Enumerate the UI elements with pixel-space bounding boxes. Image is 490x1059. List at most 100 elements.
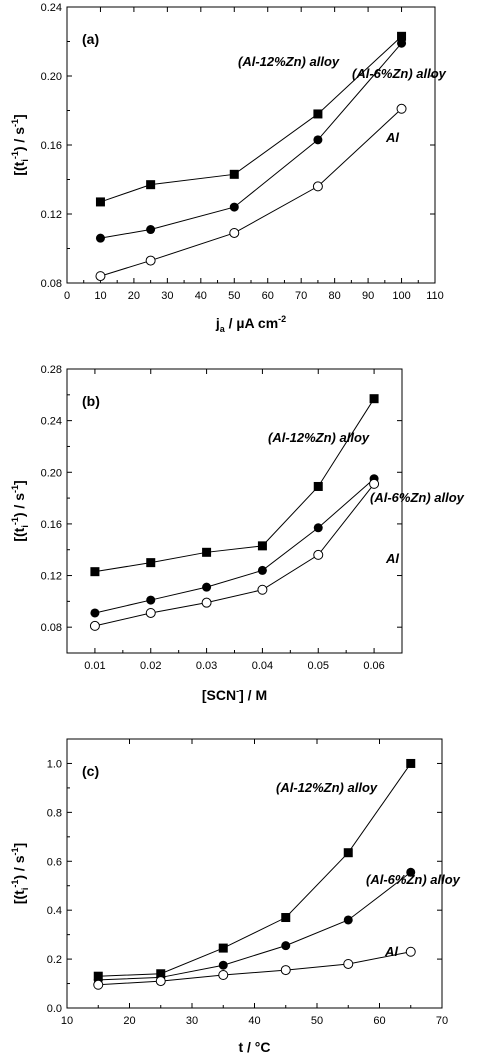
data-point-open-circle <box>313 549 324 560</box>
x-tick-label: 30 <box>161 290 173 302</box>
data-point-open-circle <box>343 958 354 969</box>
data-point-filled-circle <box>146 225 156 235</box>
series-label: (Al-6%Zn) alloy <box>370 490 465 505</box>
data-point-filled-circle <box>202 582 212 592</box>
x-tick-label: 10 <box>94 290 106 302</box>
x-tick-label: 110 <box>426 290 444 302</box>
data-point-open-circle <box>312 181 323 192</box>
data-point-filled-circle <box>90 608 100 618</box>
x-tick-label: 50 <box>311 1015 323 1027</box>
data-point-square <box>146 180 156 190</box>
series-line <box>98 763 412 977</box>
x-tick-label: 0.03 <box>196 660 217 672</box>
series-label: (Al-12%Zn) alloy <box>268 430 370 445</box>
data-point-square <box>95 197 105 207</box>
data-point-filled-circle <box>146 595 156 605</box>
panel-label: (b) <box>82 393 100 409</box>
data-point-square <box>343 848 353 858</box>
data-point-open-circle <box>218 969 229 980</box>
x-tick-label: 0.06 <box>363 660 384 672</box>
x-tick-label: 0.04 <box>252 660 273 672</box>
x-tick-label: 80 <box>329 290 341 302</box>
data-point-square <box>313 481 323 491</box>
data-point-filled-circle <box>343 915 353 925</box>
y-tick-label: 0.08 <box>41 622 62 634</box>
data-point-open-circle <box>405 946 416 957</box>
data-point-open-circle <box>201 597 212 608</box>
x-axis-title: ja / µA cm-2 <box>215 314 286 334</box>
y-tick-label: 0.12 <box>41 571 62 583</box>
data-point-filled-circle <box>406 867 416 877</box>
panel-label: (c) <box>82 763 99 779</box>
y-tick-label: 0.8 <box>47 807 62 819</box>
series-line <box>100 108 402 277</box>
x-tick-label: 20 <box>128 290 140 302</box>
data-point-filled-circle <box>218 960 228 970</box>
series-label: Al <box>384 944 398 959</box>
x-tick-label: 70 <box>295 290 307 302</box>
data-point-open-circle <box>95 271 106 282</box>
data-point-square <box>202 547 212 557</box>
y-tick-label: 1.0 <box>47 758 62 770</box>
data-point-open-circle <box>89 620 100 631</box>
y-tick-label: 0.12 <box>41 209 62 221</box>
data-point-open-circle <box>155 976 166 987</box>
data-point-open-circle <box>257 584 268 595</box>
chart-panel-c: 10 20 30 40 50 60 70 0.0 0.2 0.4 0.6 0.8 1.0 (Al-12%Z… <box>10 738 461 1055</box>
chart-panel-b: 0.01 0.02 0.03 0.04 0.05 0.06 0.08 0.12 0.16 0.20… <box>10 364 465 703</box>
x-tick-label: 0.01 <box>84 660 105 672</box>
data-point-square <box>257 541 267 551</box>
data-point-square <box>397 31 407 41</box>
plot-frame <box>66 368 403 654</box>
y-tick-label: 0.16 <box>41 519 62 531</box>
data-point-filled-circle <box>257 565 267 575</box>
data-point-filled-circle <box>281 941 291 951</box>
data-point-filled-circle <box>313 523 323 533</box>
y-tick-label: 0.24 <box>41 416 62 428</box>
x-tick-label: 10 <box>61 1015 73 1027</box>
panel-label: (a) <box>82 31 99 47</box>
y-tick-label: 0.28 <box>41 364 62 376</box>
x-tick-label: 30 <box>186 1015 198 1027</box>
data-point-open-circle <box>229 227 240 238</box>
series-label: Al <box>385 551 399 566</box>
series-line <box>94 478 375 614</box>
data-point-open-circle <box>93 979 104 990</box>
x-tick-label: 90 <box>362 290 374 302</box>
y-tick-label: 0.0 <box>47 1003 62 1015</box>
x-tick-label: 100 <box>392 290 410 302</box>
series-line <box>94 398 375 573</box>
data-point-square <box>406 758 416 768</box>
data-point-open-circle <box>396 103 407 114</box>
chart-panel-a: 0 10 20 30 40 50 60 70 80 90 100 110 0.08 0.12 0.16 0.2… <box>10 2 447 334</box>
y-tick-label: 0.4 <box>47 905 62 917</box>
plot-frame <box>66 6 436 284</box>
series-line <box>98 871 412 981</box>
data-point-square <box>369 394 379 404</box>
data-point-open-circle <box>280 965 291 976</box>
y-tick-label: 0.6 <box>47 856 62 868</box>
x-tick-label: 0.05 <box>308 660 329 672</box>
x-tick-label: 20 <box>123 1015 135 1027</box>
x-tick-label: 40 <box>195 290 207 302</box>
series-label: (Al-6%Zn) alloy <box>366 872 461 887</box>
data-point-filled-circle <box>313 135 323 145</box>
y-axis-title: [(ti-1) / s-1] <box>10 480 30 541</box>
data-point-square <box>90 567 100 577</box>
data-point-open-circle <box>145 607 156 618</box>
y-tick-label: 0.16 <box>41 140 62 152</box>
series-label: (Al-6%Zn) alloy <box>352 66 447 81</box>
series-line <box>98 951 411 986</box>
x-tick-label: 70 <box>436 1015 448 1027</box>
x-axis-title: [SCN-] / M <box>202 686 267 703</box>
x-tick-label: 0 <box>64 290 70 302</box>
x-tick-label: 60 <box>262 290 274 302</box>
data-point-square <box>146 558 156 568</box>
data-point-square <box>218 943 228 953</box>
y-tick-label: 0.20 <box>41 71 62 83</box>
series-label: (Al-12%Zn) alloy <box>238 54 340 69</box>
data-point-filled-circle <box>229 202 239 212</box>
y-axis-title: [(ti-1) / s-1] <box>10 843 30 904</box>
x-tick-label: 40 <box>248 1015 260 1027</box>
